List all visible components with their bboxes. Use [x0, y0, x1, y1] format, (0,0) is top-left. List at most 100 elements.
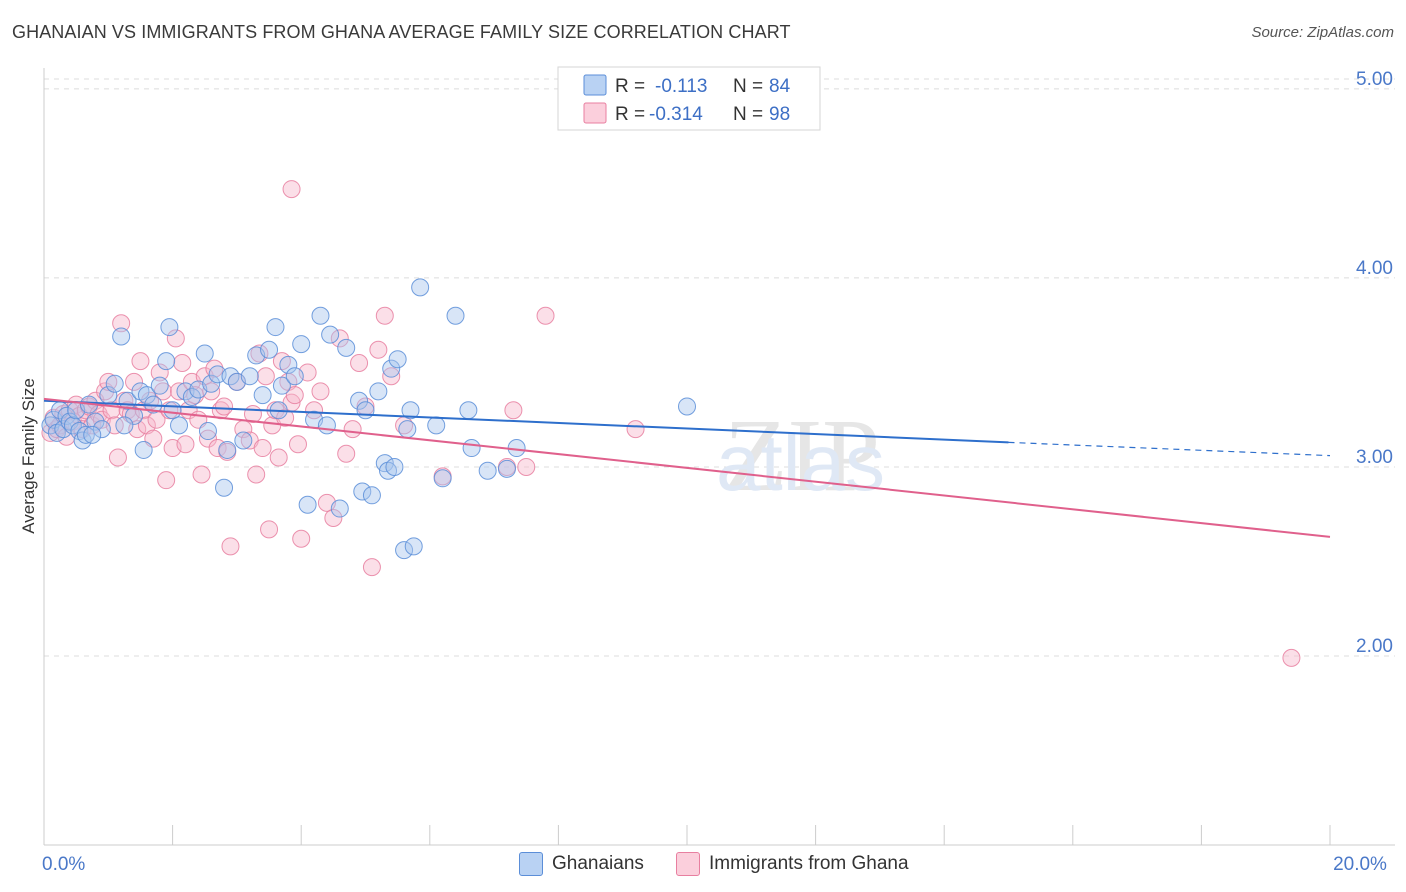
y-tick-label: 4.00	[1356, 258, 1393, 279]
point-ghanaians	[260, 340, 279, 359]
point-ghanaians	[311, 306, 330, 325]
point-immigrants	[99, 372, 118, 391]
point-immigrants	[260, 520, 279, 539]
point-ghanaians	[459, 401, 478, 420]
legend-n-value-1: 84	[769, 76, 791, 97]
legend-r-value-2: -0.314	[649, 104, 703, 125]
legend-swatch-ghanaians	[583, 74, 607, 96]
point-ghanaians	[195, 344, 214, 363]
y-tick-label: 3.00	[1356, 447, 1393, 468]
point-ghanaians	[134, 440, 153, 459]
point-immigrants	[324, 508, 343, 527]
point-ghanaians	[253, 386, 272, 405]
point-immigrants	[382, 367, 401, 386]
point-immigrants	[108, 448, 127, 467]
point-immigrants	[369, 340, 388, 359]
point-ghanaians	[279, 355, 298, 374]
chart-title: GHANAIAN VS IMMIGRANTS FROM GHANA AVERAG…	[12, 22, 791, 42]
point-ghanaians	[382, 359, 401, 378]
point-immigrants	[517, 457, 536, 476]
point-immigrants	[288, 435, 307, 454]
point-immigrants	[292, 529, 311, 548]
point-ghanaians	[292, 335, 311, 354]
point-immigrants	[311, 382, 330, 401]
point-immigrants	[176, 435, 195, 454]
source-credit: Source: ZipAtlas.com	[1251, 24, 1394, 41]
trend-lines	[43, 397, 1331, 538]
point-immigrants	[173, 353, 192, 372]
point-immigrants	[205, 359, 224, 378]
point-ghanaians	[86, 412, 105, 431]
point-ghanaians	[353, 482, 372, 501]
point-ghanaians	[497, 459, 516, 478]
bottom-legend-swatch-immigrants	[676, 852, 700, 876]
point-immigrants	[305, 401, 324, 420]
trend-line-ghanaians	[43, 399, 1009, 444]
legend-r-label-1: R =	[615, 76, 645, 97]
point-ghanaians	[266, 318, 285, 337]
tick-labels: 2.00 3.00 4.00 5.00 0.0% 20.0%	[42, 69, 1393, 875]
bottom-legend-swatch-ghanaians	[519, 852, 543, 876]
point-ghanaians	[401, 401, 420, 420]
bottom-legend-label-ghanaians: Ghanaians	[552, 853, 644, 874]
legend-swatch-immigrants	[583, 102, 607, 124]
point-ghanaians	[182, 388, 201, 407]
point-ghanaians	[369, 382, 388, 401]
point-immigrants	[536, 306, 555, 325]
point-ghanaians	[76, 425, 95, 444]
legend-n-label-2: N =	[733, 104, 763, 125]
point-ghanaians	[105, 374, 124, 393]
point-immigrants	[250, 344, 269, 363]
point-ghanaians	[54, 420, 73, 439]
point-immigrants	[125, 372, 144, 391]
point-ghanaians	[198, 422, 217, 441]
point-ghanaians	[112, 327, 131, 346]
y-tick-label: 2.00	[1356, 636, 1393, 657]
point-immigrants	[247, 465, 266, 484]
x-tick-label: 20.0%	[1333, 854, 1387, 875]
y-axis-title: Average Family Size	[19, 378, 38, 534]
point-ghanaians	[337, 338, 356, 357]
point-immigrants	[343, 420, 362, 439]
point-ghanaians	[125, 406, 144, 425]
point-immigrants	[157, 471, 176, 490]
point-ghanaians	[411, 278, 430, 297]
point-ghanaians	[170, 416, 189, 435]
point-ghanaians	[137, 386, 156, 405]
point-immigrants	[198, 429, 217, 448]
point-immigrants	[276, 408, 295, 427]
point-ghanaians	[388, 350, 407, 369]
series-ghanaians-points	[41, 278, 696, 560]
point-immigrants	[362, 558, 381, 577]
trend-line-ghanaians-extrapolated	[1008, 441, 1331, 457]
point-immigrants	[137, 416, 156, 435]
point-ghanaians	[433, 469, 452, 488]
point-ghanaians	[427, 416, 446, 435]
point-immigrants	[253, 439, 272, 458]
point-immigrants	[626, 420, 645, 439]
point-immigrants	[256, 367, 275, 386]
point-ghanaians	[298, 495, 317, 514]
point-ghanaians	[234, 431, 253, 450]
trend-line-immigrants	[43, 397, 1331, 538]
point-immigrants	[337, 444, 356, 463]
point-ghanaians	[321, 325, 340, 344]
point-ghanaians	[73, 431, 92, 450]
point-ghanaians	[202, 374, 221, 393]
point-ghanaians	[356, 401, 375, 420]
point-ghanaians	[478, 461, 497, 480]
watermark-zip: ZIP	[724, 398, 880, 513]
series-immigrants-points	[41, 180, 1301, 667]
legend-r-value-1: -0.113	[655, 76, 707, 97]
bottom-legend-immigrants: Immigrants from Ghana	[676, 852, 909, 876]
point-ghanaians	[157, 352, 176, 371]
legend-r-label-2: R =	[615, 104, 645, 125]
point-immigrants	[375, 306, 394, 325]
y-tick-label: 5.00	[1356, 69, 1393, 90]
legend-box: R = -0.113 N = 84 R = -0.314 N = 98	[557, 66, 821, 131]
point-immigrants	[166, 329, 185, 348]
point-ghanaians	[150, 376, 169, 395]
point-ghanaians	[404, 537, 423, 556]
legend-n-value-2: 98	[769, 104, 790, 125]
